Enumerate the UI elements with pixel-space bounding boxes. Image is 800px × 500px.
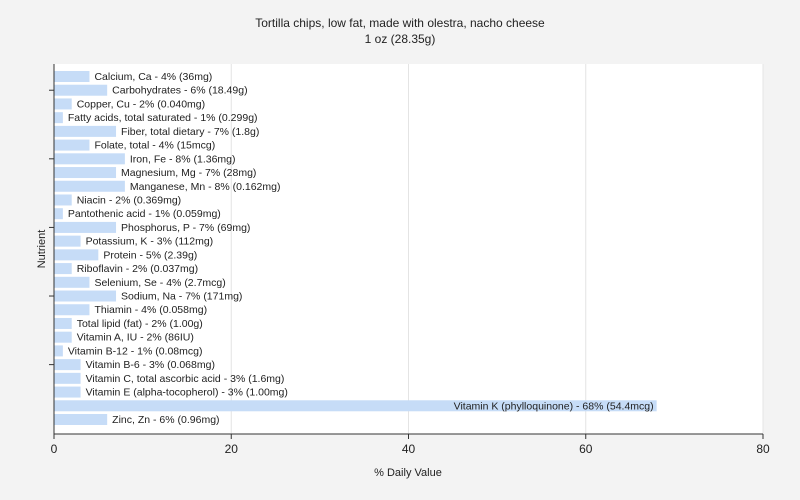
chart-title: Tortilla chips, low fat, made with olest… — [0, 15, 800, 47]
x-tick-label: 20 — [225, 442, 239, 456]
bar — [54, 372, 81, 384]
bar-label: Vitamin A, IU - 2% (86IU) — [77, 332, 194, 344]
bar — [54, 400, 657, 412]
x-tick-label: 80 — [756, 442, 770, 456]
y-axis-title: Nutrient — [36, 230, 48, 269]
x-tick-label: 0 — [51, 442, 58, 456]
bar — [54, 414, 108, 425]
bar — [54, 153, 125, 165]
bar-label: Fiber, total dietary - 7% (1.8g) — [121, 126, 259, 138]
grid-lines — [230, 64, 764, 434]
axes: 0 20 40 60 80 — [49, 64, 770, 456]
bar-label: Protein - 5% (2.39g) — [103, 249, 197, 261]
bar-label: Riboflavin - 2% (0.037mg) — [77, 263, 198, 275]
bar — [54, 194, 72, 206]
bar-label: Thiamin - 4% (0.058mg) — [94, 304, 207, 316]
bar-label: Fatty acids, total saturated - 1% (0.299… — [68, 112, 258, 124]
bar — [54, 221, 117, 233]
bar — [54, 304, 90, 316]
bar — [54, 235, 81, 247]
bar-label: Phosphorus, P - 7% (69mg) — [121, 222, 250, 234]
chart-title-main: Tortilla chips, low fat, made with olest… — [255, 16, 545, 30]
bar — [54, 263, 72, 275]
bar — [54, 125, 117, 137]
bar — [54, 71, 90, 82]
bar — [54, 112, 63, 124]
bar — [54, 386, 81, 398]
bar — [54, 290, 117, 302]
bar-label: Copper, Cu - 2% (0.040mg) — [77, 98, 205, 110]
bars: Calcium, Ca - 4% (36mg) Carbohydrates - 6… — [54, 71, 657, 426]
bar-label: Pantothenic acid - 1% (0.059mg) — [68, 208, 221, 220]
bar — [54, 359, 81, 371]
bar-label: Carbohydrates - 6% (18.49g) — [112, 85, 247, 97]
bar-label: Vitamin B-12 - 1% (0.08mcg) — [68, 345, 203, 357]
bar — [54, 139, 90, 151]
bar-label: Niacin - 2% (0.369mg) — [77, 194, 181, 206]
bar-label: Magnesium, Mg - 7% (28mg) — [121, 167, 256, 179]
x-tick-label: 60 — [579, 442, 593, 456]
x-tick-label: 40 — [402, 442, 416, 456]
bar-label: Sodium, Na - 7% (171mg) — [121, 291, 242, 303]
bar — [54, 84, 108, 96]
x-axis-title: % Daily Value — [374, 467, 442, 479]
bar-label: Potassium, K - 3% (112mg) — [86, 236, 214, 248]
bar — [54, 317, 72, 329]
bar — [54, 167, 117, 179]
bar-label: Folate, total - 4% (15mcg) — [94, 140, 215, 152]
bar — [54, 345, 63, 357]
bar-label: Vitamin K (phylloquinone) - 68% (54.4mcg… — [454, 400, 654, 412]
bar-label: Total lipid (fat) - 2% (1.00g) — [77, 318, 203, 330]
bar — [54, 276, 90, 288]
bar-label: Selenium, Se - 4% (2.7mcg) — [94, 277, 225, 289]
chart-subtitle: 1 oz (28.35g) — [364, 32, 436, 46]
bar-label: Vitamin E (alpha-tocopherol) - 3% (1.00m… — [86, 387, 288, 399]
bar — [54, 331, 72, 343]
bar-label: Manganese, Mn - 8% (0.162mg) — [130, 181, 281, 193]
bar-label: Zinc, Zn - 6% (0.96mg) — [112, 414, 219, 426]
bar-label: Vitamin B-6 - 3% (0.068mg) — [86, 359, 215, 371]
bar — [54, 208, 63, 220]
bar — [54, 98, 72, 110]
bar-label: Calcium, Ca - 4% (36mg) — [94, 71, 212, 83]
bar-label: Vitamin C, total ascorbic acid - 3% (1.6… — [86, 373, 285, 385]
bar — [54, 180, 125, 192]
bar-label: Iron, Fe - 8% (1.36mg) — [130, 153, 236, 165]
bar — [54, 249, 99, 261]
